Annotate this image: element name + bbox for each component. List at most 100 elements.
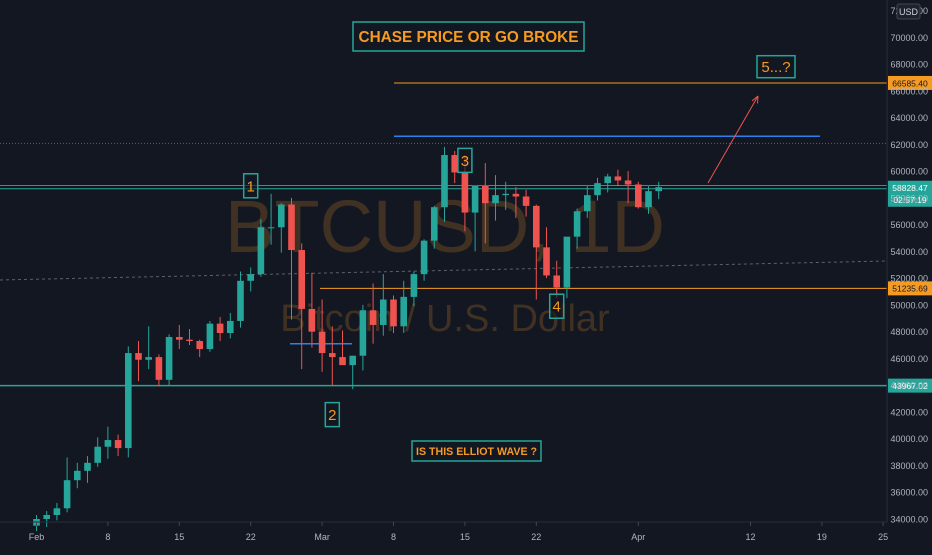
y-tick-label: 68000.00	[890, 60, 928, 70]
wave-label-1[interactable]: 1	[242, 173, 259, 199]
candle[interactable]	[451, 151, 458, 184]
candle-body	[614, 176, 622, 181]
y-tick-label: 52000.00	[890, 274, 928, 284]
candle[interactable]	[553, 260, 560, 299]
candle[interactable]	[410, 271, 418, 307]
candle[interactable]	[512, 187, 520, 218]
candle[interactable]	[257, 219, 265, 277]
chart-title[interactable]: CHASE PRICE OR GO BROKE	[352, 21, 585, 52]
candle[interactable]	[145, 326, 152, 370]
candle[interactable]	[247, 267, 254, 292]
candle-body	[318, 331, 326, 354]
candle[interactable]	[359, 304, 367, 371]
candle[interactable]	[431, 205, 438, 249]
candle-body	[441, 155, 448, 208]
x-tick-label: 15	[460, 532, 470, 542]
candle-body	[237, 280, 244, 321]
candle[interactable]	[216, 316, 224, 342]
candle[interactable]	[655, 181, 662, 200]
candle[interactable]	[104, 426, 112, 459]
candle[interactable]	[339, 330, 346, 366]
target-arrow-line[interactable]	[707, 95, 759, 184]
candle[interactable]	[94, 437, 101, 467]
candle[interactable]	[573, 208, 581, 249]
candle[interactable]	[298, 243, 305, 370]
candle[interactable]	[227, 312, 234, 339]
candle[interactable]	[594, 177, 601, 201]
candle[interactable]	[53, 502, 61, 521]
candle[interactable]	[114, 434, 122, 457]
candle[interactable]	[441, 146, 448, 222]
candle[interactable]	[43, 510, 50, 528]
candle-body	[492, 195, 499, 204]
candle[interactable]	[390, 295, 397, 333]
candle-body	[451, 155, 458, 173]
wave-label-4[interactable]: 4	[548, 293, 565, 319]
candle-body	[298, 250, 305, 309]
candle[interactable]	[369, 283, 377, 344]
candle[interactable]	[543, 227, 550, 279]
wave-label-3[interactable]: 3	[457, 147, 473, 174]
candle[interactable]	[502, 181, 509, 210]
candle[interactable]	[604, 173, 611, 193]
candle[interactable]	[400, 280, 407, 333]
candle-body	[176, 337, 183, 340]
candle[interactable]	[349, 355, 356, 390]
candle[interactable]	[155, 354, 163, 387]
candle[interactable]	[267, 193, 275, 245]
candle-body	[635, 184, 642, 208]
candle-body	[329, 353, 336, 358]
x-tick-label: Apr	[631, 532, 645, 542]
candle[interactable]	[196, 339, 203, 358]
question-box	[411, 440, 542, 462]
candle[interactable]	[380, 274, 387, 336]
wave-label-box	[548, 293, 565, 319]
candle[interactable]	[624, 171, 632, 204]
dashed-trend-line	[0, 260, 888, 281]
candle[interactable]	[135, 341, 142, 382]
candle[interactable]	[471, 185, 479, 252]
x-tick-label: 12	[745, 532, 755, 542]
wave-label-5[interactable]: 5...?	[756, 54, 796, 79]
candle[interactable]	[533, 204, 540, 300]
candle[interactable]	[74, 462, 81, 489]
candle-body	[165, 337, 173, 380]
candle[interactable]	[308, 272, 316, 348]
wave-label-text: 4	[553, 299, 561, 316]
y-tick-label: 50000.00	[890, 300, 928, 310]
candle[interactable]	[329, 326, 336, 386]
candle-body	[584, 195, 591, 212]
candle[interactable]	[420, 239, 428, 281]
candle[interactable]	[237, 271, 244, 328]
wave-4-support-tag-label: 51235.69	[892, 284, 928, 294]
candle[interactable]	[206, 320, 214, 352]
candle[interactable]	[165, 334, 173, 386]
currency-badge[interactable]	[896, 3, 921, 20]
candle[interactable]	[492, 175, 499, 221]
candle-body	[53, 508, 61, 515]
candle[interactable]	[318, 299, 326, 372]
candle-body	[339, 357, 346, 366]
candle-body	[308, 308, 316, 332]
candle[interactable]	[278, 203, 285, 253]
candle[interactable]	[125, 346, 132, 458]
candle[interactable]	[635, 181, 642, 209]
question-note[interactable]: IS THIS ELLIOT WAVE ?	[411, 440, 542, 462]
candle[interactable]	[84, 456, 91, 483]
candle[interactable]	[186, 328, 193, 346]
candle[interactable]	[288, 197, 295, 320]
candle[interactable]	[63, 457, 71, 513]
candle[interactable]	[584, 185, 591, 218]
candle[interactable]	[482, 163, 489, 244]
candle-body	[94, 446, 101, 463]
wave-label-2[interactable]: 2	[324, 401, 341, 428]
candle[interactable]	[522, 189, 530, 217]
candle[interactable]	[614, 169, 622, 186]
candle-body	[155, 357, 163, 380]
candle[interactable]	[645, 185, 652, 214]
candle[interactable]	[176, 324, 183, 350]
support-tag-label: 43967.02	[892, 381, 928, 391]
candle[interactable]	[563, 236, 571, 299]
